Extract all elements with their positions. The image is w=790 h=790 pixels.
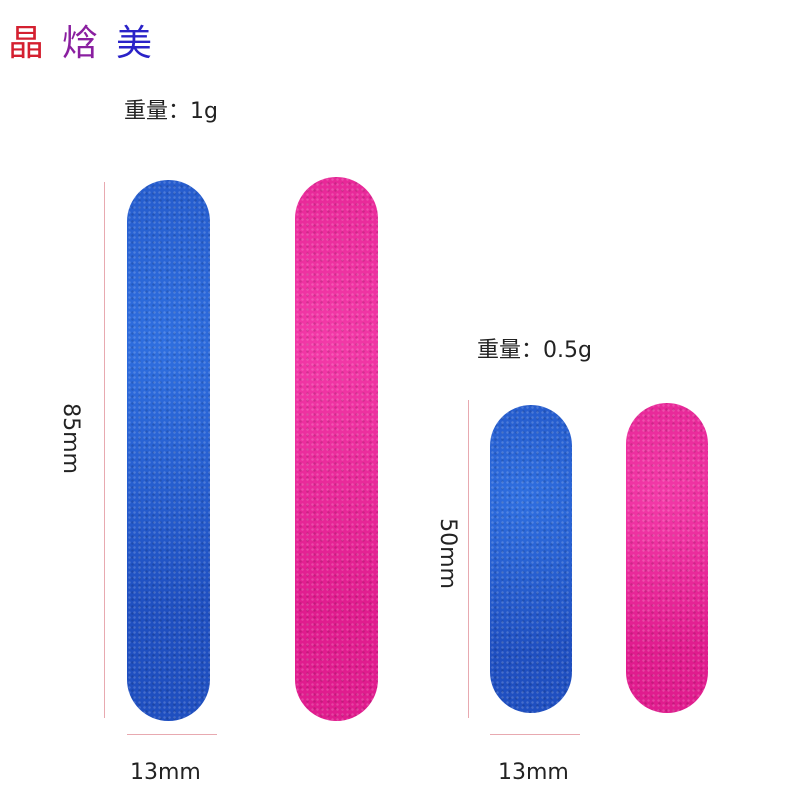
small-pink-nail-file xyxy=(626,403,708,713)
large-width-dimension-line xyxy=(127,734,217,735)
logo-char-3: 美 xyxy=(116,23,163,64)
large-width-label: 13mm xyxy=(130,760,201,785)
small-length-dimension-line xyxy=(468,400,469,718)
small-length-label: 50mm xyxy=(434,518,460,589)
large-pink-nail-file xyxy=(295,177,378,721)
logo-char-1: 晶 xyxy=(8,23,55,64)
small-blue-nail-file xyxy=(490,405,572,713)
large-blue-nail-file xyxy=(127,180,210,721)
small-width-dimension-line xyxy=(490,734,580,735)
large-weight-label: 重量：1g xyxy=(124,99,218,124)
logo-char-2: 焓 xyxy=(62,23,109,64)
small-weight-label: 重量：0.5g xyxy=(477,338,592,363)
large-length-label: 85mm xyxy=(57,403,83,474)
small-width-label: 13mm xyxy=(498,760,569,785)
brand-logo: 晶 焓 美 xyxy=(8,14,162,66)
large-length-dimension-line xyxy=(104,182,105,718)
